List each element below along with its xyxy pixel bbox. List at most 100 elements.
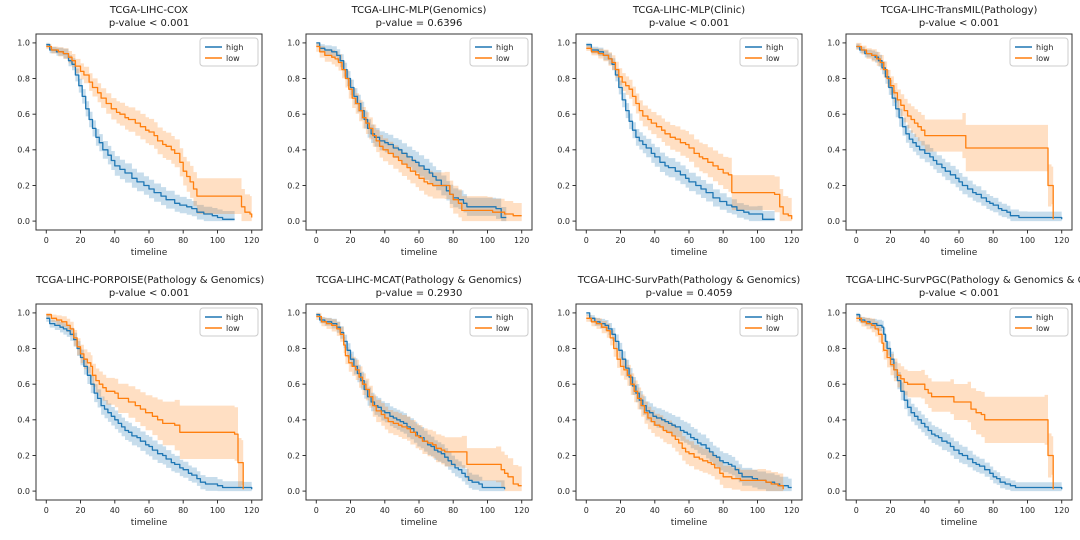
- km-plot-svg-porpoise: 0 20 40 60 80 100 120 0.0 0.2 0.4 0.6 0.8 1.0 timelin…: [17, 303, 263, 528]
- svg-text:0: 0: [584, 236, 589, 245]
- svg-text:1.0: 1.0: [17, 309, 30, 318]
- svg-text:0.6: 0.6: [287, 110, 300, 119]
- svg-text:0.8: 0.8: [17, 344, 30, 353]
- svg-text:high: high: [1036, 313, 1053, 322]
- svg-text:0.0: 0.0: [827, 487, 840, 496]
- svg-text:60: 60: [954, 506, 964, 515]
- svg-text:0.2: 0.2: [17, 181, 30, 190]
- plot-title: TCGA-LIHC-MCAT(Pathology & Genomics): [316, 275, 522, 286]
- svg-text:20: 20: [75, 506, 85, 515]
- svg-text:low: low: [1036, 324, 1050, 333]
- svg-text:100: 100: [480, 236, 495, 245]
- svg-text:60: 60: [144, 236, 154, 245]
- svg-text:0.2: 0.2: [287, 181, 300, 190]
- svg-text:0.4: 0.4: [557, 146, 570, 155]
- svg-text:40: 40: [380, 506, 390, 515]
- svg-text:80: 80: [718, 236, 728, 245]
- svg-text:high: high: [766, 43, 783, 52]
- svg-text:100: 100: [750, 506, 765, 515]
- plot-pvalue: p-value < 0.001: [108, 288, 190, 299]
- svg-text:low: low: [766, 54, 780, 63]
- svg-text:120: 120: [514, 506, 529, 515]
- plot-pvalue: p-value < 0.001: [108, 18, 190, 29]
- km-plot-svg-mcat: 0 20 40 60 80 100 120 0.0 0.2 0.4 0.6 0.8 1.0 timelin…: [287, 303, 533, 528]
- svg-text:0.8: 0.8: [287, 344, 300, 353]
- svg-text:60: 60: [414, 506, 424, 515]
- svg-text:100: 100: [1020, 236, 1035, 245]
- svg-text:120: 120: [244, 236, 259, 245]
- svg-text:1.0: 1.0: [827, 309, 840, 318]
- svg-text:20: 20: [345, 236, 355, 245]
- svg-text:60: 60: [954, 236, 964, 245]
- plot-pvalue: p-value = 0.2930: [375, 288, 463, 299]
- svg-text:80: 80: [988, 236, 998, 245]
- svg-text:0: 0: [854, 506, 859, 515]
- svg-text:0.8: 0.8: [17, 74, 30, 83]
- svg-text:0.4: 0.4: [17, 416, 30, 425]
- svg-text:0.4: 0.4: [827, 416, 840, 425]
- plot-title: TCGA-LIHC-MLP(Clinic): [632, 5, 746, 16]
- svg-text:0.6: 0.6: [17, 110, 30, 119]
- plot-pvalue: p-value = 0.4059: [645, 288, 733, 299]
- svg-text:0.8: 0.8: [557, 344, 570, 353]
- svg-text:120: 120: [1054, 236, 1069, 245]
- svg-text:60: 60: [684, 506, 694, 515]
- svg-text:80: 80: [178, 506, 188, 515]
- svg-text:80: 80: [988, 506, 998, 515]
- svg-text:0.0: 0.0: [17, 487, 30, 496]
- svg-text:40: 40: [110, 506, 120, 515]
- svg-text:timeline: timeline: [401, 518, 438, 528]
- svg-text:0: 0: [314, 236, 319, 245]
- plot-pvalue: p-value < 0.001: [918, 18, 1000, 29]
- svg-text:timeline: timeline: [131, 518, 168, 528]
- svg-text:0.8: 0.8: [557, 74, 570, 83]
- svg-text:0.4: 0.4: [557, 416, 570, 425]
- km-plot-svg-mlp-clinic: 0 20 40 60 80 100 120 0.0 0.2 0.4 0.6 0.8 1.0 timelin…: [557, 33, 803, 258]
- svg-text:0.2: 0.2: [827, 181, 840, 190]
- plot-pvalue: p-value = 0.6396: [375, 18, 463, 29]
- svg-text:1.0: 1.0: [557, 39, 570, 48]
- svg-text:80: 80: [448, 506, 458, 515]
- svg-text:0.6: 0.6: [827, 110, 840, 119]
- svg-text:100: 100: [480, 506, 495, 515]
- svg-text:high: high: [1036, 43, 1053, 52]
- svg-text:20: 20: [885, 506, 895, 515]
- km-plot-svg-transmil: 0 20 40 60 80 100 120 0.0 0.2 0.4 0.6 0.8 1.0 timelin…: [827, 33, 1073, 258]
- svg-text:0.0: 0.0: [17, 217, 30, 226]
- svg-text:low: low: [1036, 54, 1050, 63]
- svg-text:20: 20: [615, 506, 625, 515]
- plot-title: TCGA-LIHC-MLP(Genomics): [351, 5, 487, 16]
- svg-text:120: 120: [784, 506, 799, 515]
- km-plot-svg-mlp-genomics: 0 20 40 60 80 100 120 0.0 0.2 0.4 0.6 0.8 1.0 timelin…: [287, 33, 533, 258]
- svg-text:40: 40: [920, 236, 930, 245]
- km-plot-cell-mlp-clinic: 0 20 40 60 80 100 120 0.0 0.2 0.4 0.6 0.8 1.0 timelin…: [540, 0, 810, 270]
- svg-text:40: 40: [650, 236, 660, 245]
- km-plot-cell-cox: 0 20 40 60 80 100 120 0.0 0.2 0.4 0.6 0.8 1.0 timelin…: [0, 0, 270, 270]
- svg-text:low: low: [766, 324, 780, 333]
- km-plot-svg-cox: 0 20 40 60 80 100 120 0.0 0.2 0.4 0.6 0.8 1.0 timelin…: [17, 33, 263, 258]
- svg-text:0.0: 0.0: [557, 217, 570, 226]
- svg-text:0.6: 0.6: [17, 380, 30, 389]
- svg-text:low: low: [496, 324, 510, 333]
- svg-text:high: high: [496, 43, 513, 52]
- svg-text:high: high: [496, 313, 513, 322]
- svg-text:timeline: timeline: [941, 518, 978, 528]
- svg-text:1.0: 1.0: [287, 309, 300, 318]
- svg-text:0.2: 0.2: [287, 451, 300, 460]
- plot-title: TCGA-LIHC-SurvPath(Pathology & Genomics): [577, 275, 801, 286]
- svg-text:low: low: [226, 324, 240, 333]
- svg-text:0.6: 0.6: [827, 380, 840, 389]
- svg-text:100: 100: [750, 236, 765, 245]
- plot-pvalue: p-value < 0.001: [918, 288, 1000, 299]
- svg-text:20: 20: [885, 236, 895, 245]
- svg-text:low: low: [226, 54, 240, 63]
- svg-text:1.0: 1.0: [17, 39, 30, 48]
- svg-text:1.0: 1.0: [827, 39, 840, 48]
- svg-text:0.8: 0.8: [287, 74, 300, 83]
- km-plot-cell-porpoise: 0 20 40 60 80 100 120 0.0 0.2 0.4 0.6 0.8 1.0 timelin…: [0, 270, 270, 540]
- km-plot-cell-survpgc: 0 20 40 60 80 100 120 0.0 0.2 0.4 0.6 0.8 1.0 timelin…: [810, 270, 1080, 540]
- svg-text:timeline: timeline: [401, 248, 438, 258]
- svg-text:0.8: 0.8: [827, 74, 840, 83]
- svg-text:20: 20: [345, 506, 355, 515]
